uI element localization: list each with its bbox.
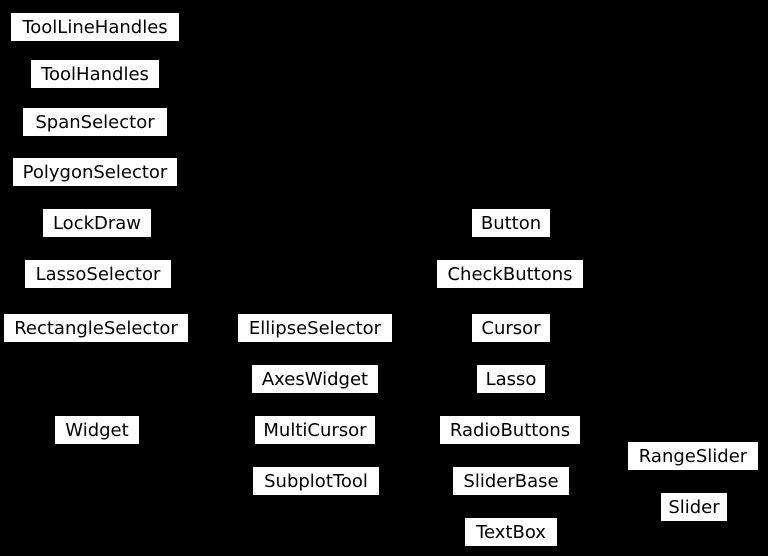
node-checkbuttons: CheckButtons (436, 259, 584, 289)
node-lasso: Lasso (476, 364, 546, 394)
node-lockdraw: LockDraw (42, 208, 152, 238)
edge-widget-to-axeswidget (140, 379, 251, 430)
node-cursor: Cursor (471, 313, 551, 343)
node-sliderbase: SliderBase (452, 466, 570, 496)
node-subplottool: SubplotTool (252, 466, 380, 496)
node-rectangleselector: RectangleSelector (3, 313, 189, 343)
node-textbox: TextBox (464, 517, 558, 547)
node-rangeslider: RangeSlider (627, 441, 759, 471)
node-axeswidget: AxesWidget (251, 364, 379, 394)
edge-sliderbase-to-slider (570, 481, 660, 507)
node-button: Button (471, 208, 551, 238)
node-multicursor: MultiCursor (254, 415, 376, 445)
edge-axeswidget-to-radiobuttons (379, 379, 439, 430)
edge-sliderbase-to-rangeslider (570, 456, 627, 481)
node-lassoselector: LassoSelector (24, 259, 172, 289)
node-spanselector: SpanSelector (22, 107, 168, 137)
node-toollinehandles: ToolLineHandles (10, 12, 180, 42)
edge-axeswidget-to-textbox (379, 379, 464, 532)
node-widget: Widget (54, 415, 140, 445)
edge-widget-to-subplottool (140, 430, 252, 481)
node-radiobuttons: RadioButtons (439, 415, 581, 445)
edge-axeswidget-to-button (379, 223, 471, 379)
node-polygonselector: PolygonSelector (12, 157, 178, 187)
node-ellipseselector: EllipseSelector (237, 313, 393, 343)
node-slider: Slider (660, 492, 728, 522)
node-toolhandles: ToolHandles (30, 59, 160, 89)
